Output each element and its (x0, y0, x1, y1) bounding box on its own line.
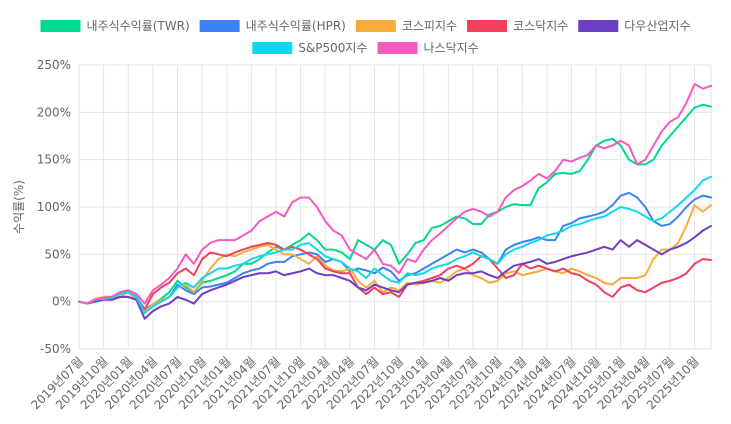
legend-label: 코스피지수 (402, 19, 457, 33)
series-line-코스피지수 (78, 204, 712, 313)
legend-item-나스닥지수[interactable]: 나스닥지수 (377, 41, 479, 55)
legend-item-코스피지수[interactable]: 코스피지수 (355, 19, 457, 33)
legend-item-내주식수익률-hpr[interactable]: 내주식수익률(HPR) (199, 19, 346, 33)
series-lines (78, 82, 712, 320)
legend-swatch (377, 42, 418, 54)
y-tick-label: 200% (37, 105, 71, 119)
legend-item-s-p500지수[interactable]: S&P500지수 (252, 41, 368, 55)
legend-label: 나스닥지수 (424, 41, 479, 55)
series-line-내주식수익률-twr (78, 103, 712, 313)
legend-item-내주식수익률-twr[interactable]: 내주식수익률(TWR) (40, 19, 190, 33)
legend-item-다우산업지수[interactable]: 다우산업지수 (578, 19, 691, 33)
legend-label: 다우산업지수 (624, 19, 690, 33)
legend-swatch (578, 20, 619, 32)
y-tick-label: 100% (37, 200, 71, 214)
series-line-나스닥지수 (78, 82, 712, 305)
y-tick-label: 250% (37, 58, 71, 72)
series-line-코스닥지수 (78, 241, 712, 311)
x-axis-ticks: 2019년07월2019년10월2020년01월2020년04월2020년07월… (28, 354, 701, 412)
series-line-s-p500지수 (78, 175, 712, 315)
y-tick-label: 0% (52, 295, 71, 309)
series-line-다우산업지수 (78, 224, 712, 320)
legend-item-코스닥지수[interactable]: 코스닥지수 (467, 19, 568, 33)
legend-label: 내주식수익률(HPR) (246, 19, 346, 33)
legend-label: S&P500지수 (298, 41, 367, 55)
legend-swatch (40, 20, 81, 32)
y-tick-label: -50% (40, 342, 71, 356)
y-axis-ticks: 250% 200% 150% 100% 50% 0% -50% (37, 58, 71, 356)
legend-label: 코스닥지수 (513, 19, 568, 33)
y-tick-label: 150% (37, 153, 71, 167)
y-tick-label: 50% (44, 247, 71, 261)
legend-swatch (467, 20, 508, 32)
series-line-내주식수익률-hpr (78, 191, 712, 311)
legend-label: 내주식수익률(TWR) (87, 19, 190, 33)
legend: 내주식수익률(TWR) 내주식수익률(HPR) 코스피지수 코스닥지수 다우산업지수 S&… (40, 19, 691, 55)
y-axis-title: 수익률(%) (12, 180, 26, 234)
legend-swatch (199, 20, 240, 32)
grid (78, 64, 712, 350)
legend-swatch (355, 20, 396, 32)
legend-swatch (252, 42, 293, 54)
